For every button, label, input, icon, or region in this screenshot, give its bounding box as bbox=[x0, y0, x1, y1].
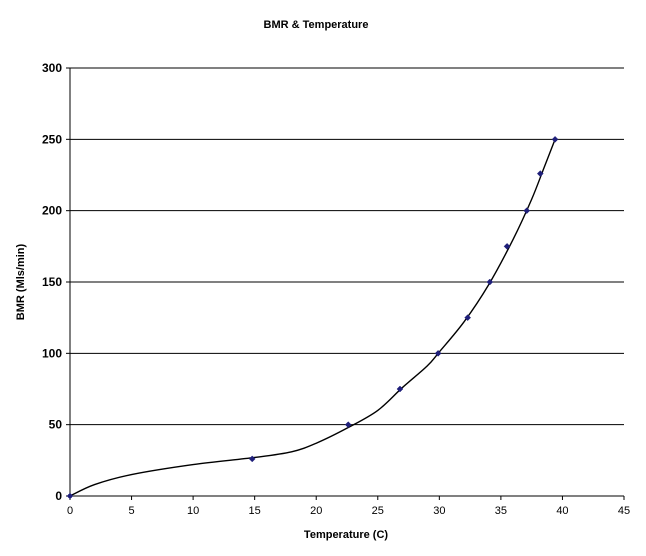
trendline-curve bbox=[69, 139, 556, 497]
y-axis-label: BMR (Mls/min) bbox=[15, 243, 27, 320]
y-tick-label-50: 50 bbox=[49, 418, 63, 432]
x-tick-label-30: 30 bbox=[433, 505, 445, 517]
data-point-4 bbox=[434, 349, 442, 357]
trendline bbox=[69, 139, 556, 497]
gridlines bbox=[70, 67, 624, 426]
x-tick-label-0: 0 bbox=[67, 505, 73, 517]
x-tick-label-15: 15 bbox=[249, 505, 261, 517]
data-point-9 bbox=[536, 170, 544, 177]
y-tick-label-250: 250 bbox=[42, 132, 62, 146]
y-tick-label-150: 150 bbox=[42, 275, 62, 289]
x-tick-label-45: 45 bbox=[618, 505, 630, 517]
y-tick-label-300: 300 bbox=[42, 61, 62, 75]
x-axis-ticks: 0 5 10 15 20 25 30 35 40 45 bbox=[67, 496, 630, 517]
y-tick-label-100: 100 bbox=[42, 346, 62, 360]
data-point-10 bbox=[551, 135, 559, 143]
data-point-5 bbox=[464, 314, 472, 322]
x-axis-label: Temperature (C) bbox=[304, 529, 388, 541]
data-point-1 bbox=[248, 455, 256, 463]
chart-title: BMR & Temperature bbox=[264, 19, 369, 31]
y-tick-label-0: 0 bbox=[55, 489, 62, 503]
data-points bbox=[66, 135, 559, 500]
x-tick-label-40: 40 bbox=[556, 505, 568, 517]
data-point-0 bbox=[66, 492, 74, 500]
x-tick-label-10: 10 bbox=[187, 505, 199, 517]
data-point-6 bbox=[486, 278, 494, 286]
data-point-7 bbox=[503, 242, 511, 250]
x-tick-label-25: 25 bbox=[372, 505, 384, 517]
y-tick-label-200: 200 bbox=[42, 204, 62, 218]
data-point-8 bbox=[523, 207, 531, 215]
data-point-2 bbox=[344, 421, 352, 429]
x-tick-label-20: 20 bbox=[310, 505, 322, 517]
x-tick-label-5: 5 bbox=[128, 505, 134, 517]
data-point-3 bbox=[396, 385, 404, 393]
y-axis-ticks: 0 50 100 150 200 250 300 bbox=[42, 61, 70, 503]
x-tick-label-35: 35 bbox=[495, 505, 507, 517]
